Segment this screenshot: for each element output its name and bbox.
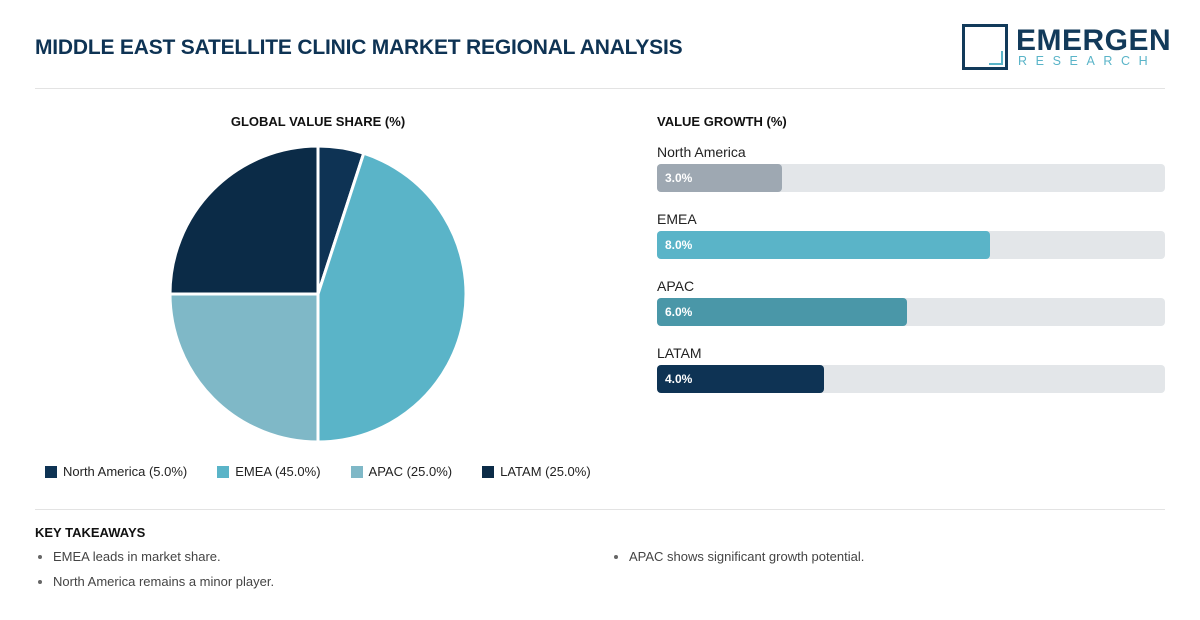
bar-value-label: 3.0% bbox=[665, 171, 693, 185]
bar-track: 6.0% bbox=[657, 298, 1165, 326]
bar-track: 4.0% bbox=[657, 365, 1165, 393]
section-divider bbox=[35, 509, 1165, 510]
bar-value-label: 8.0% bbox=[665, 238, 693, 252]
takeaway-item: EMEA leads in market share. bbox=[35, 549, 274, 574]
logo-mark-icon bbox=[962, 24, 1008, 70]
bar-fill: 6.0% bbox=[657, 298, 907, 326]
bar-row: EMEA 8.0% bbox=[657, 211, 1165, 259]
key-takeaways-title: KEY TAKEAWAYS bbox=[35, 525, 146, 540]
pie-slice-emea bbox=[316, 151, 468, 444]
legend-swatch bbox=[482, 465, 495, 478]
bar-fill: 3.0% bbox=[657, 164, 782, 192]
bar-fill: 4.0% bbox=[657, 365, 824, 393]
legend-item: APAC (25.0%) bbox=[350, 464, 453, 479]
legend-label: EMEA (45.0%) bbox=[235, 464, 321, 479]
bar-row: APAC 6.0% bbox=[657, 278, 1165, 326]
pie-slice-latam bbox=[168, 144, 320, 296]
pie-legend: North America (5.0%) EMEA (45.0%) APAC (25… bbox=[45, 464, 591, 479]
pie-chart-title: GLOBAL VALUE SHARE (%) bbox=[230, 114, 406, 129]
legend-item: EMEA (45.0%) bbox=[217, 464, 321, 479]
bar-track: 3.0% bbox=[657, 164, 1165, 192]
bar-value-label: 6.0% bbox=[665, 305, 693, 319]
legend-item: North America (5.0%) bbox=[45, 464, 187, 479]
bar-row: LATAM 4.0% bbox=[657, 345, 1165, 393]
legend-swatch bbox=[217, 465, 230, 478]
bar-category-label: North America bbox=[657, 144, 746, 160]
legend-swatch bbox=[350, 465, 363, 478]
takeaway-item: North America remains a minor player. bbox=[35, 574, 274, 599]
bar-chart-title: VALUE GROWTH (%) bbox=[657, 114, 787, 129]
pie-chart bbox=[168, 144, 468, 444]
takeaways-list-left: EMEA leads in market share. North America… bbox=[35, 549, 274, 599]
legend-item: LATAM (25.0%) bbox=[482, 464, 591, 479]
legend-swatch bbox=[45, 465, 57, 478]
logo-subtitle: RESEARCH bbox=[1018, 54, 1157, 68]
bar-value-label: 4.0% bbox=[665, 372, 693, 386]
header-divider bbox=[35, 88, 1165, 89]
bar-row: North America 3.0% bbox=[657, 144, 1165, 192]
takeaway-item: APAC shows significant growth potential. bbox=[611, 549, 864, 574]
logo-word: EMERGEN bbox=[1016, 24, 1172, 57]
legend-label: LATAM (25.0%) bbox=[500, 464, 591, 479]
pie-slice-apac bbox=[168, 292, 320, 444]
emergen-logo: EMERGEN RESEARCH bbox=[962, 24, 1171, 72]
bar-fill: 8.0% bbox=[657, 231, 990, 259]
legend-label: North America (5.0%) bbox=[63, 464, 188, 479]
bar-category-label: LATAM bbox=[657, 345, 702, 361]
legend-label: APAC (25.0%) bbox=[368, 464, 453, 479]
page-title: MIDDLE EAST SATELLITE CLINIC MARKET REGI… bbox=[35, 36, 683, 59]
bar-category-label: EMEA bbox=[657, 211, 697, 227]
bar-track: 8.0% bbox=[657, 231, 1165, 259]
bar-category-label: APAC bbox=[657, 278, 695, 294]
takeaways-list-right: APAC shows significant growth potential. bbox=[611, 549, 864, 574]
